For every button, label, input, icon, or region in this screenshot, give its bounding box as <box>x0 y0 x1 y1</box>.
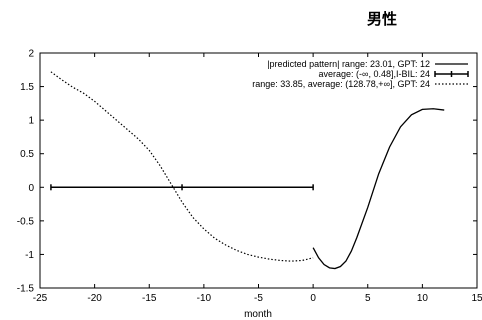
x-axis-title: month <box>244 309 272 320</box>
x-tick-label: 10 <box>417 293 429 304</box>
y-tick-label: 1.5 <box>20 82 34 93</box>
x-tick-label: -5 <box>254 293 263 304</box>
y-tick-label: -1 <box>25 250 34 261</box>
legend-label-2: range: 33.85, average: (128.78,+∞], GPT:… <box>252 79 430 89</box>
y-tick-label: -0.5 <box>17 216 35 227</box>
x-tick-label: -25 <box>33 293 48 304</box>
series-layer <box>50 71 445 270</box>
chart-title: 男性 <box>367 10 397 28</box>
y-tick-label: 1 <box>28 116 34 127</box>
x-tick-label: 5 <box>365 293 371 304</box>
legend-label-0: |predicted pattern| range: 23.01, GPT: 1… <box>267 59 430 69</box>
x-tick-label: -20 <box>87 293 102 304</box>
y-tick-label: -1.5 <box>17 284 35 295</box>
y-axis: -1.5 -1 -0.5 0 0.5 1 1.5 2 <box>17 49 477 295</box>
series-line-0 <box>312 108 445 270</box>
x-tick-label: 15 <box>471 293 482 304</box>
x-tick-label: -10 <box>197 293 212 304</box>
y-tick-label: 2 <box>28 49 34 60</box>
y-tick-label: 0.5 <box>20 149 34 160</box>
legend: |predicted pattern| range: 23.01, GPT: 1… <box>252 59 469 89</box>
series-line-2 <box>50 71 314 262</box>
x-axis: -25 -20 -15 -10 -5 0 5 10 15 <box>33 53 482 304</box>
y-tick-label: 0 <box>28 183 34 194</box>
legend-label-1: average: (-∞, 0.48],I-BIL: 24 <box>319 69 430 79</box>
x-tick-label: 0 <box>310 293 316 304</box>
x-tick-label: -15 <box>142 293 157 304</box>
